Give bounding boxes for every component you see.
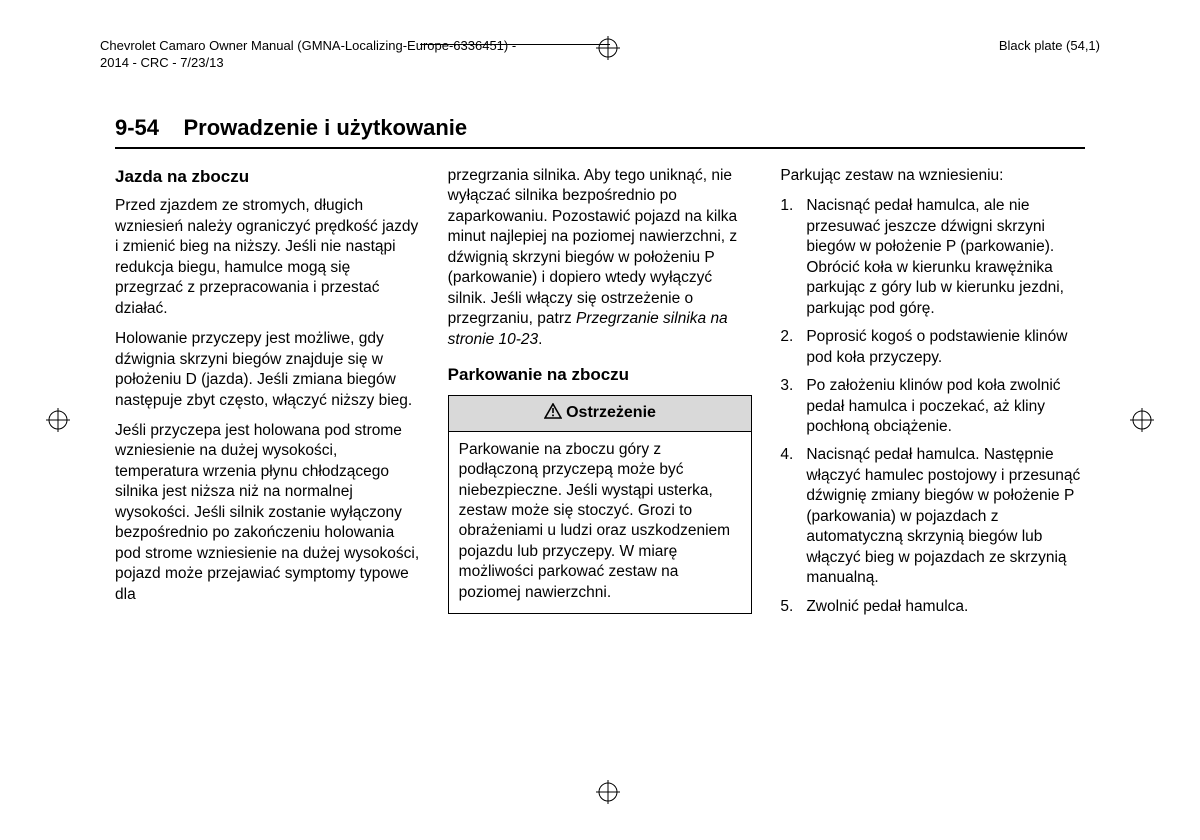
page-number: 9-54 <box>115 115 159 140</box>
column-3: Parkując zestaw na wzniesieniu: Nacisnąć… <box>780 166 1085 780</box>
warning-title: Ostrzeżenie <box>566 404 656 421</box>
step-5: Zwolnić pedał hamulca. <box>780 597 1085 617</box>
warning-icon <box>544 403 562 425</box>
manual-line2: 2014 - CRC - 7/23/13 <box>100 55 516 72</box>
warning-body: Parkowanie na zboczu góry z podłączoną p… <box>449 432 752 614</box>
page-header: 9-54 Prowadzenie i użytkowanie <box>115 115 1085 149</box>
parking-steps: Nacisnąć pedał hamulca, ale nie przesuwa… <box>780 196 1085 617</box>
crop-mark-left <box>46 408 70 432</box>
content-columns: Jazda na zboczu Przed zjazdem ze stromyc… <box>115 166 1085 780</box>
column-2: przegrzania silnika. Aby tego uniknąć, n… <box>448 166 753 780</box>
header-rule <box>420 44 610 45</box>
heading-jazda: Jazda na zboczu <box>115 166 420 188</box>
col2-p1c: . <box>538 331 542 348</box>
col1-p3: Jeśli przyczepa jest holowana pod strome… <box>115 421 420 605</box>
col2-p1a: przegrzania silnika. Aby tego uniknąć, n… <box>448 167 738 327</box>
page-header-rule <box>115 147 1085 149</box>
col3-intro: Parkując zestaw na wzniesieniu: <box>780 166 1085 186</box>
step-3: Po założeniu klinów pod koła zwolnić ped… <box>780 376 1085 437</box>
page-title: Prowadzenie i użytkowanie <box>184 115 468 140</box>
warning-header: Ostrzeżenie <box>449 396 752 432</box>
step-4: Nacisnąć pedał hamulca. Następnie włączy… <box>780 445 1085 588</box>
heading-parkowanie: Parkowanie na zboczu <box>448 364 753 386</box>
crop-mark-bottom <box>596 780 620 804</box>
crop-mark-right <box>1130 408 1154 432</box>
column-1: Jazda na zboczu Przed zjazdem ze stromyc… <box>115 166 420 780</box>
col1-p1: Przed zjazdem ze stromych, długich wznie… <box>115 196 420 319</box>
step-1: Nacisnąć pedał hamulca, ale nie przesuwa… <box>780 196 1085 319</box>
plate-label: Black plate (54,1) <box>999 38 1100 53</box>
manual-line1: Chevrolet Camaro Owner Manual (GMNA-Loca… <box>100 38 516 55</box>
col2-p1: przegrzania silnika. Aby tego uniknąć, n… <box>448 166 753 350</box>
warning-box: Ostrzeżenie Parkowanie na zboczu góry z … <box>448 395 753 615</box>
col1-p2: Holowanie przyczepy jest możliwe, gdy dź… <box>115 329 420 411</box>
step-2: Poprosić kogoś o podstawienie klinów pod… <box>780 327 1085 368</box>
